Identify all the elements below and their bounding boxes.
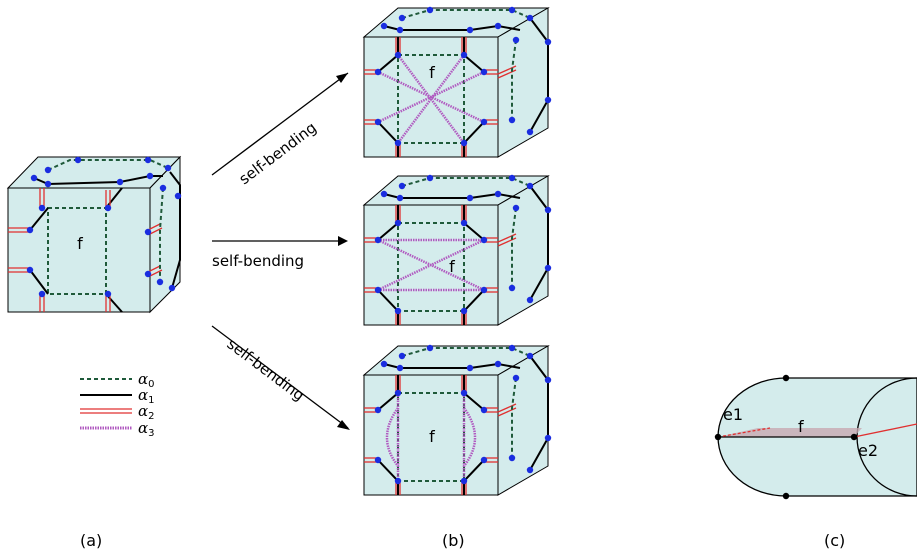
cube-a-side-alpha1: [169, 171, 181, 289]
cube-a-alpha2: [8, 188, 163, 312]
label-e2: e2: [858, 441, 878, 460]
edge-red-dashed: [717, 427, 771, 438]
cube-b-side-dashed: [511, 39, 517, 120]
arrow-bot: [211, 325, 349, 429]
vertex-bottom: [782, 492, 790, 500]
cube-b-face-label: f: [429, 63, 435, 82]
panel-label-c: (c): [824, 531, 845, 550]
cube-b-top-dashed: [401, 177, 531, 187]
legend-alpha0-label: α0: [138, 370, 155, 390]
panel-c: e1 f e2: [714, 374, 917, 500]
cube-b-face-label: f: [449, 257, 455, 276]
cube-b-3: f: [362, 344, 552, 496]
cube-b-1: f: [362, 6, 552, 158]
legend: α0 α1 α2 α3: [80, 370, 155, 439]
arrow-bot-head: [337, 420, 350, 430]
cube-b-alpha3: [385, 393, 477, 481]
panel-label-b: (b): [442, 531, 465, 550]
cube-b-side-alpha1: [529, 355, 549, 471]
vertex-mid: [850, 433, 858, 441]
arrow-top-label: self-bending: [236, 118, 320, 188]
cube-b-side-alpha1: [529, 185, 549, 301]
cube-b-face-label: f: [429, 427, 435, 446]
vertex-left: [714, 433, 722, 441]
cube-b-alpha2: [364, 37, 517, 157]
panel-label-a: (a): [80, 531, 102, 550]
cube-a-front-dashed: [47, 207, 107, 295]
cube-a-face-label: f: [77, 234, 83, 253]
cube-b-vertices: [374, 174, 552, 315]
label-e1: e1: [723, 405, 743, 424]
legend-alpha2-label: α2: [138, 402, 155, 422]
cube-b-alpha3: [377, 238, 485, 292]
legend-alpha1-label: α1: [138, 386, 155, 406]
vertex-top: [782, 374, 790, 382]
arrow-top: [211, 72, 349, 176]
cube-b-2: f: [362, 174, 552, 326]
edge-red-solid: [853, 423, 917, 438]
cube-a-side-dashed: [159, 187, 164, 280]
cube-a: f: [6, 155, 182, 314]
cube-b-alpha3: [377, 54, 485, 144]
arrow-top-head: [336, 73, 348, 83]
label-f-c: f: [798, 417, 804, 436]
cube-a-top-dashed: [47, 159, 169, 171]
cube-b-vertices: [374, 6, 552, 147]
cube-a-vertices: [26, 156, 182, 298]
cube-b-top-dashed: [401, 347, 531, 357]
cube-b-side-dashed: [511, 207, 517, 288]
cube-b-top-dashed: [401, 9, 531, 19]
arrows: self-bending self-bending self-bending: [211, 72, 350, 430]
cube-b-side-dashed: [511, 377, 517, 458]
cube-b-vertices: [374, 344, 552, 485]
legend-alpha3-label: α3: [138, 419, 155, 439]
arrow-mid-label: self-bending: [212, 252, 304, 270]
cube-b-side-alpha1: [529, 17, 549, 133]
arrow-bot-label: self-bending: [224, 335, 308, 405]
arrow-mid-head: [338, 236, 348, 246]
